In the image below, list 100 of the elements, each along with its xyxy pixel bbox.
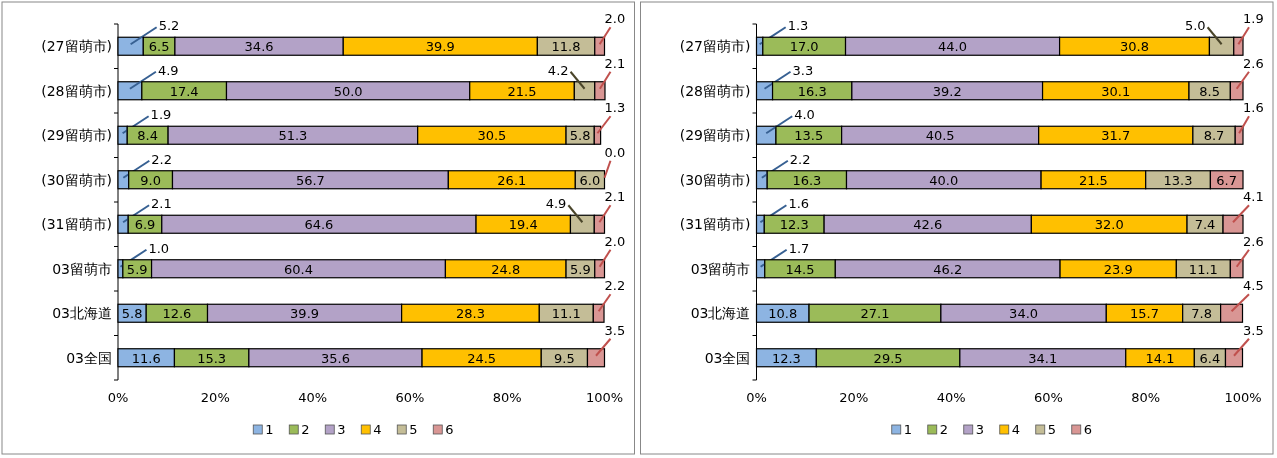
data-label: 34.6	[244, 39, 274, 55]
y-tick-label: (27留萌市)	[41, 38, 112, 55]
data-label: 1.6	[788, 196, 810, 212]
data-label: 5.8	[569, 128, 591, 144]
data-label: 12.3	[771, 350, 801, 366]
x-tick-label: 0%	[746, 390, 767, 405]
data-label: 60.4	[284, 261, 313, 277]
data-label: 10.8	[768, 306, 798, 322]
data-label: 15.7	[1130, 306, 1159, 322]
data-label: 24.8	[491, 261, 521, 277]
data-label: 11.8	[551, 39, 581, 55]
data-label: 2.0	[604, 233, 626, 249]
data-label: 4.2	[547, 62, 569, 78]
legend-label: 4	[1011, 422, 1021, 437]
data-label: 21.5	[1078, 172, 1108, 188]
x-tick-label: 80%	[492, 390, 522, 405]
data-label: 1.7	[788, 240, 810, 256]
y-tick-label: 03留萌市	[52, 260, 112, 277]
data-label: 50.0	[333, 83, 363, 99]
data-label: 2.1	[604, 189, 626, 205]
x-tick-label: 20%	[839, 390, 869, 405]
data-label: 30.5	[477, 128, 507, 144]
data-label: 16.3	[797, 83, 827, 99]
data-label: 2.2	[151, 151, 173, 167]
data-label: 17.0	[789, 39, 819, 55]
legend-label: 4	[373, 422, 382, 437]
data-label: 2.2	[604, 278, 626, 294]
data-label: 14.5	[785, 261, 815, 277]
y-tick-label: (30留萌市)	[679, 171, 751, 188]
y-tick-label: (29留萌市)	[679, 127, 751, 144]
y-tick-label: (28留萌市)	[41, 82, 112, 99]
x-tick-label: 0%	[107, 390, 129, 405]
data-label: 9.0	[140, 172, 161, 188]
data-label: 1.0	[148, 240, 170, 256]
x-tick-label: 80%	[1131, 390, 1161, 405]
data-label: 2.1	[604, 55, 626, 71]
data-label: 40.5	[925, 128, 955, 144]
data-label: 5.8	[121, 306, 143, 322]
data-label: 15.3	[197, 350, 227, 366]
data-label: 28.3	[455, 306, 485, 322]
data-label: 9.5	[554, 350, 575, 366]
legend-label: 6	[1083, 422, 1093, 437]
data-label: 1.6	[1243, 100, 1264, 116]
data-label: 6.4	[1199, 350, 1221, 366]
y-tick-label: (27留萌市)	[679, 38, 751, 55]
legend-label: 6	[445, 422, 454, 437]
data-label: 1.9	[1243, 11, 1264, 27]
legend-label: 3	[975, 422, 985, 437]
x-tick-label: 40%	[298, 390, 328, 405]
x-tick-label: 100%	[1224, 390, 1262, 405]
data-label: 40.0	[929, 172, 959, 188]
y-tick-label: 03全国	[704, 349, 751, 366]
data-label: 29.5	[873, 350, 903, 366]
data-label: 35.6	[320, 350, 350, 366]
data-label: 1.3	[787, 18, 809, 34]
data-label: 39.9	[290, 306, 320, 322]
data-label: 11.1	[1188, 261, 1218, 277]
data-label: 34.1	[1028, 350, 1058, 366]
y-tick-label: (31留萌市)	[679, 216, 751, 233]
data-label: 42.6	[913, 217, 943, 233]
data-label: 5.9	[570, 261, 591, 277]
data-label: 6.9	[134, 217, 156, 233]
data-label: 26.1	[497, 172, 527, 188]
data-label: 39.9	[425, 39, 455, 55]
data-label: 11.1	[551, 306, 581, 322]
data-label: 6.0	[579, 172, 601, 188]
data-label: 5.9	[126, 261, 148, 277]
x-tick-label: 100%	[585, 390, 624, 405]
data-label: 14.1	[1145, 350, 1175, 366]
data-label: 8.4	[137, 128, 159, 144]
data-label: 2.6	[1243, 233, 1264, 249]
data-label: 5.2	[158, 18, 180, 34]
data-label: 0.0	[604, 144, 626, 160]
legend-label: 5	[409, 422, 418, 437]
data-label: 12.6	[162, 306, 192, 322]
data-label: 64.6	[304, 217, 334, 233]
x-tick-label: 60%	[1033, 390, 1063, 405]
y-tick-label: (29留萌市)	[41, 127, 112, 144]
data-label: 6.7	[1216, 172, 1238, 188]
y-tick-label: 03北海道	[52, 305, 112, 322]
x-tick-label: 20%	[200, 390, 230, 405]
data-label: 1.9	[150, 107, 172, 123]
data-label: 24.5	[467, 350, 497, 366]
x-tick-label: 40%	[936, 390, 966, 405]
y-tick-label: (28留萌市)	[679, 82, 751, 99]
legend-label: 2	[939, 422, 949, 437]
legend-label: 1	[265, 422, 274, 437]
legend-label: 2	[301, 422, 310, 437]
data-label: 17.4	[169, 83, 199, 99]
data-label: 4.9	[545, 196, 567, 212]
data-label: 4.9	[157, 62, 179, 78]
data-label: 30.1	[1101, 83, 1131, 99]
y-tick-label: 03全国	[66, 349, 112, 366]
data-label: 31.7	[1101, 128, 1131, 144]
data-label: 2.6	[1243, 55, 1264, 71]
legend-label: 5	[1047, 422, 1057, 437]
data-label: 11.6	[131, 350, 161, 366]
legend-label: 3	[337, 422, 346, 437]
data-label: 32.0	[1094, 217, 1124, 233]
data-label: 1.3	[604, 100, 626, 116]
